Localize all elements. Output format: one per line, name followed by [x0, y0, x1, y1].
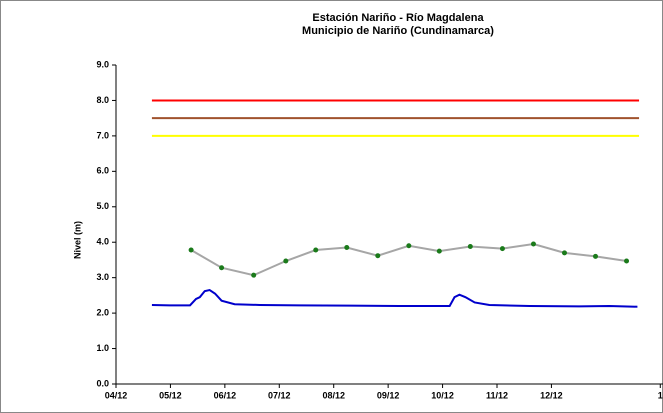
y-tick-label: 3.0 [96, 272, 109, 282]
data-point [219, 265, 225, 271]
data-point [375, 253, 381, 259]
x-tick-label: 11/12 [486, 390, 508, 400]
y-tick-label: 2.0 [96, 307, 109, 317]
x-tick-label: 10/12 [431, 390, 454, 400]
data-point [313, 247, 319, 253]
x-tick-label: 09/12 [377, 390, 400, 400]
y-tick-label: 1.0 [96, 343, 109, 353]
x-tick-label: 05/12 [159, 390, 182, 400]
chart-subtitle: Municipio de Nariño (Cundinamarca) [302, 25, 494, 37]
data-point [561, 250, 567, 256]
data-point [499, 246, 505, 252]
x-tick-label: 08/12 [322, 390, 345, 400]
series-line [151, 289, 638, 308]
data-point [251, 272, 257, 278]
x-tick-label: 06/12 [214, 390, 237, 400]
chart-title: Estación Nariño - Río Magdalena [312, 12, 484, 24]
data-point [188, 247, 194, 253]
data-point [624, 258, 630, 264]
data-point [467, 243, 473, 249]
data-point [593, 253, 599, 259]
x-tick-label: 1 [658, 390, 663, 400]
x-tick-label: 12/12 [540, 390, 563, 400]
data-point [436, 248, 442, 254]
y-tick-label: 7.0 [96, 130, 109, 140]
x-tick-label: 04/12 [105, 390, 128, 400]
y-tick-label: 4.0 [96, 237, 109, 247]
y-tick-label: 5.0 [96, 201, 109, 211]
y-tick-label: 0.0 [96, 378, 109, 388]
x-tick-label: 07/12 [268, 390, 291, 400]
y-tick-label: 9.0 [96, 59, 109, 69]
data-point [530, 241, 536, 247]
data-point [283, 258, 289, 264]
data-point [344, 245, 350, 251]
y-tick-label: 6.0 [96, 166, 109, 176]
y-tick-label: 8.0 [96, 95, 109, 105]
data-point [406, 243, 412, 249]
y-axis-label: Nivel (m) [72, 221, 82, 259]
